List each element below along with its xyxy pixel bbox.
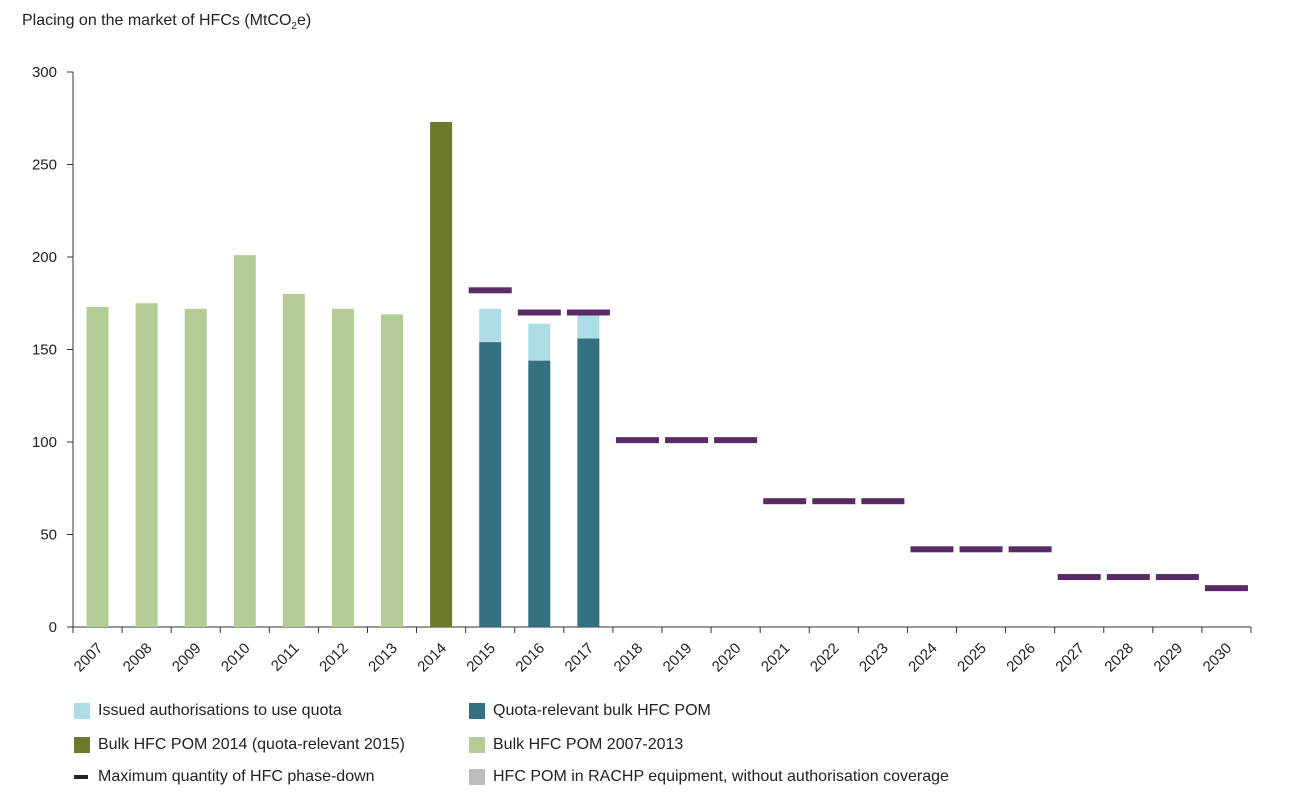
y-axis-label-tail: e) <box>296 12 312 29</box>
x-tick-label: 2019 <box>660 640 696 676</box>
phase-down-marker <box>1008 546 1052 553</box>
x-tick-label: 2014 <box>414 640 450 676</box>
legend-item-rachp: HFC POM in RACHP equipment, without auth… <box>469 768 949 786</box>
phase-down-marker <box>665 437 709 444</box>
legend-label: Maximum quantity of HFC phase-down <box>98 768 375 785</box>
x-tick-label: 2026 <box>1003 640 1039 676</box>
legend-item-issued-authorisations: Issued authorisations to use quota <box>74 702 342 720</box>
bar <box>479 342 502 627</box>
bar <box>184 308 207 627</box>
legend-label: Bulk HFC POM 2007-2013 <box>493 736 684 753</box>
x-tick-label: 2012 <box>316 640 352 676</box>
x-tick-label: 2021 <box>758 640 794 676</box>
phase-down-marker <box>959 546 1003 553</box>
legend-label: Bulk HFC POM 2014 (quota-relevant 2015) <box>98 736 405 753</box>
legend-item-quota-relevant: Quota-relevant bulk HFC POM <box>469 702 711 720</box>
phase-down-marker <box>566 309 610 316</box>
x-tick-label: 2010 <box>218 640 254 676</box>
x-tick-label: 2008 <box>120 640 156 676</box>
legend-swatch <box>74 703 90 719</box>
x-tick-label: 2028 <box>1101 640 1137 676</box>
legend-item-phase-down: Maximum quantity of HFC phase-down <box>74 768 375 786</box>
bar <box>528 323 551 361</box>
bar <box>233 255 256 627</box>
phase-down-marker <box>812 498 856 505</box>
x-tick-label: 2030 <box>1200 640 1236 676</box>
phase-down-marker <box>1106 574 1150 581</box>
x-tick-label: 2009 <box>169 640 205 676</box>
x-tick-label: 2023 <box>856 640 892 676</box>
bar <box>577 312 600 339</box>
legend-swatch <box>74 737 90 753</box>
plot-area: 0 50 100 150 200 250 300 2007 2008 2009 2010 2011 20… <box>32 64 1252 676</box>
legend-swatch <box>469 703 485 719</box>
x-tick-label: 2011 <box>268 640 303 675</box>
y-tick-label: 200 <box>32 249 57 266</box>
x-tick-label: 2013 <box>365 640 401 676</box>
y-tick-label: 0 <box>49 619 57 636</box>
x-tick-label: 2022 <box>807 640 843 676</box>
x-tick-label: 2027 <box>1052 640 1088 676</box>
x-tick-label: 2016 <box>512 640 548 676</box>
x-tick-label: 2017 <box>562 640 598 676</box>
phase-down-marker <box>1155 574 1199 581</box>
y-axis-label-main: Placing on the market of HFCs (MtCO <box>22 12 292 29</box>
y-tick-label: 50 <box>40 527 57 544</box>
legend-swatch <box>74 775 88 779</box>
x-tick-label: 2015 <box>463 640 499 676</box>
bar <box>528 360 551 627</box>
phase-down-marker <box>763 498 807 505</box>
y-tick-label: 250 <box>32 157 57 174</box>
x-tick-label: 2029 <box>1151 640 1187 676</box>
legend-label: HFC POM in RACHP equipment, without auth… <box>493 768 949 785</box>
phase-down-marker <box>861 498 905 505</box>
bar <box>479 308 502 343</box>
legend-label: Quota-relevant bulk HFC POM <box>493 702 711 719</box>
y-axis-label-subscript: 2 <box>291 21 297 33</box>
bar <box>577 338 600 627</box>
phase-down-marker <box>714 437 758 444</box>
phase-down-marker <box>468 287 512 294</box>
y-tick-label: 150 <box>32 342 57 359</box>
bar <box>86 306 109 627</box>
legend-item-bulk-2014: Bulk HFC POM 2014 (quota-relevant 2015) <box>74 736 405 754</box>
bar <box>135 303 158 627</box>
y-tick-label: 100 <box>32 434 57 451</box>
phase-down-marker <box>1057 574 1101 581</box>
x-tick-label: 2018 <box>611 640 647 676</box>
bar <box>331 308 354 627</box>
legend-label: Issued authorisations to use quota <box>98 702 342 719</box>
y-tick-label: 300 <box>32 64 57 81</box>
legend-swatch <box>469 737 485 753</box>
legend-swatch <box>469 769 485 785</box>
bar <box>430 121 453 627</box>
phase-down-marker <box>910 546 954 553</box>
y-axis-label: Placing on the market of HFCs (MtCO2e) <box>22 12 311 32</box>
x-tick-label: 2007 <box>71 640 107 676</box>
phase-down-marker <box>615 437 659 444</box>
bar <box>381 314 404 627</box>
x-tick-label: 2024 <box>905 640 941 676</box>
phase-down-marker <box>517 309 561 316</box>
bar <box>282 294 305 627</box>
x-tick-label: 2025 <box>954 640 990 676</box>
legend-item-bulk-2007-2013: Bulk HFC POM 2007-2013 <box>469 736 683 754</box>
phase-down-marker <box>1204 585 1248 592</box>
x-tick-label: 2020 <box>709 640 745 676</box>
